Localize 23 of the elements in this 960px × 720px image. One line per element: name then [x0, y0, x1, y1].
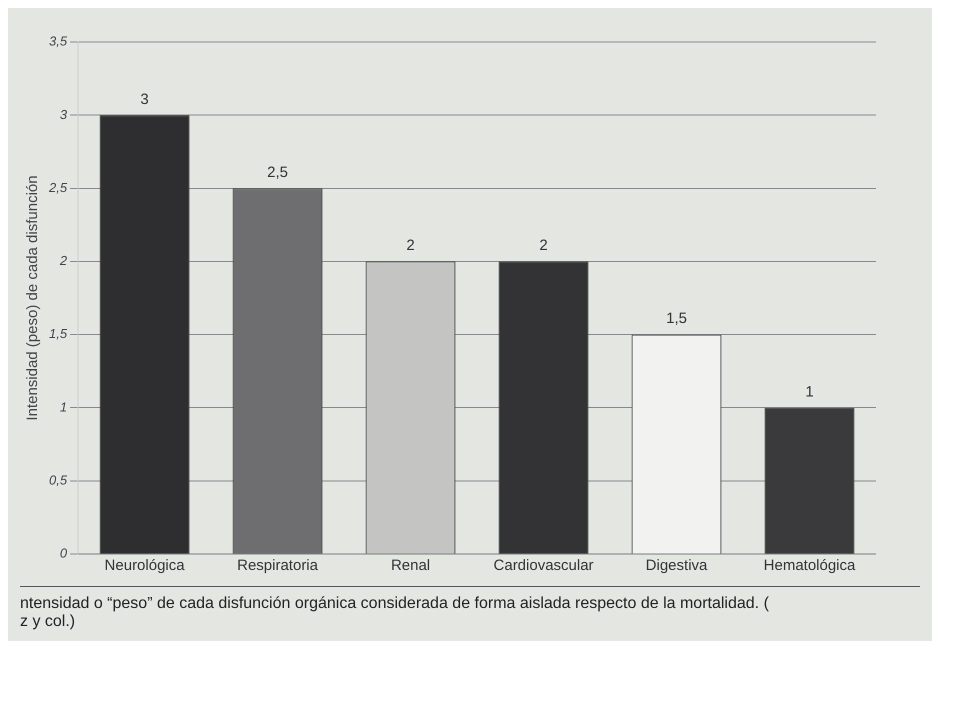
text: z y col.): [20, 613, 76, 631]
y-tick-label: 1: [60, 399, 68, 414]
y-tick-label: 2,5: [48, 180, 68, 195]
data-label: 2: [406, 237, 415, 254]
data-label: 3: [140, 90, 149, 108]
x-tick-label: Hematológica: [764, 557, 856, 574]
x-tick-label: Respiratoria: [237, 557, 319, 574]
text: ntensidad o “peso” de cada disfunción orgánica considerada de forma aislada respecto de la mortalidad. (: [20, 595, 770, 613]
y-tick-label: 0: [60, 546, 68, 561]
x-tick-label: Neurológica: [104, 557, 186, 574]
y-tick-label: 3,5: [48, 34, 68, 49]
x-tick-label: Digestiva: [646, 557, 708, 574]
data-label: 2,5: [267, 164, 288, 181]
y-tick-label: 3: [60, 106, 68, 122]
y-tick-label: 1,5: [48, 326, 68, 342]
data-label: 2: [539, 237, 548, 254]
data-label: 1,5: [666, 310, 687, 328]
x-tick-label: Cardiovascular: [494, 557, 594, 574]
y-tick-label: 0,5: [48, 472, 68, 488]
data-label: 1: [805, 383, 814, 400]
y-axis-title: Intensidad (peso) de cada disfunción: [24, 175, 42, 421]
y-tick-label: 2: [58, 253, 68, 268]
x-tick-label: Renal: [390, 557, 430, 574]
